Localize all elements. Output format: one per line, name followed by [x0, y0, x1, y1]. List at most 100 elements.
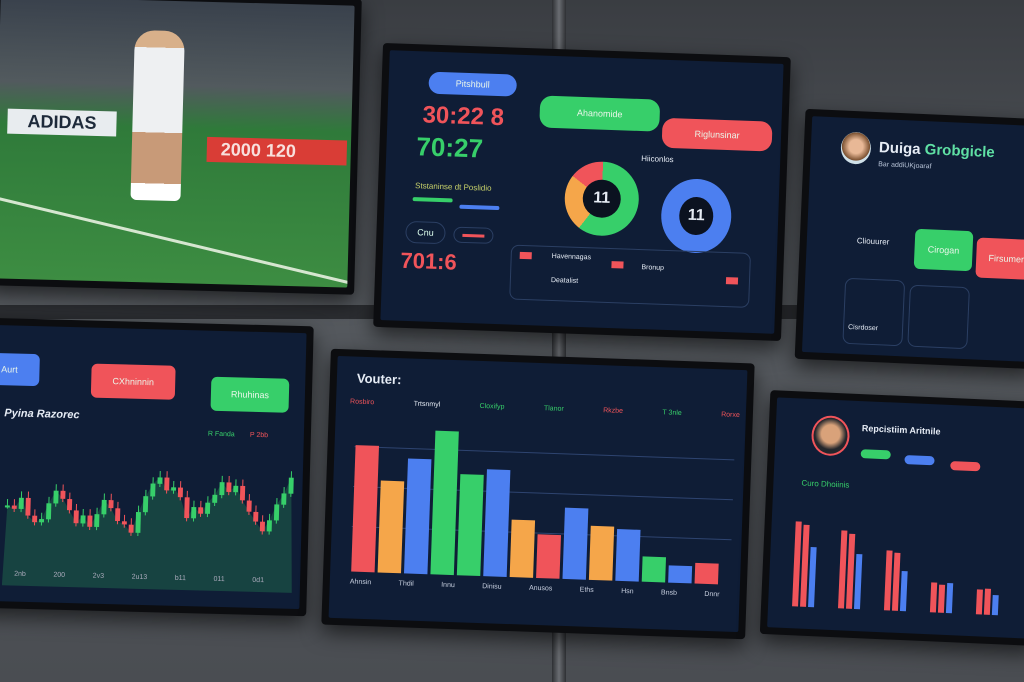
x-tick: 0d1	[252, 576, 265, 585]
legend-red: P 2bb	[249, 431, 269, 440]
label-1: Cliouurer	[856, 236, 890, 247]
candle	[205, 502, 211, 514]
grouped-bar	[853, 554, 863, 610]
bar-chart	[351, 430, 735, 585]
green-card[interactable]: Cirogan	[913, 228, 974, 272]
blue-button[interactable]: Aurt	[0, 352, 40, 387]
donut-right-value: 11	[678, 196, 714, 236]
legend-item: Cloxifyp	[479, 402, 505, 411]
profile-name: Duiga Grobgicle	[879, 139, 995, 161]
table-row: Havennagas	[551, 252, 592, 262]
candlestick-chart	[1, 470, 294, 593]
avatar	[840, 131, 872, 165]
candle	[273, 504, 280, 521]
legend-item: Tlanor	[543, 405, 564, 413]
candle	[212, 494, 218, 503]
x-label: Dnnr	[704, 590, 720, 599]
candle	[281, 493, 287, 505]
time-green: 70:27	[415, 131, 484, 164]
grouped-bar	[945, 583, 954, 614]
grouped-bar	[883, 550, 893, 611]
x-label: Ahnsin	[349, 578, 372, 587]
grouped-title: Repcistiim Aritnile	[861, 423, 941, 437]
tag-red[interactable]	[950, 461, 981, 472]
red-card[interactable]: Firsumer	[975, 237, 1024, 281]
tag-blue[interactable]	[904, 455, 935, 466]
candle	[135, 511, 141, 533]
info-panel	[842, 277, 906, 347]
candle	[164, 477, 170, 491]
time-red: 30:22 8	[422, 101, 505, 132]
candle	[233, 485, 239, 493]
info-panel	[907, 284, 970, 350]
grouped-bar	[792, 521, 802, 607]
tag-green[interactable]	[860, 449, 891, 460]
candle	[219, 482, 225, 496]
monitor-profile: Duiga Grobgicle Bar addiUKjoaraf Cliouur…	[794, 108, 1024, 370]
grouped-bar-chart	[792, 521, 999, 616]
donut-chart-left: 11	[563, 160, 641, 237]
candle	[60, 490, 66, 499]
candle	[73, 510, 79, 524]
monitor-soccer: ADIDAS 2000 120	[0, 0, 362, 295]
field-line	[0, 196, 355, 288]
stats-table: Havennagas Bronup Deatalist	[509, 244, 751, 308]
grouped-bar	[891, 552, 901, 611]
candle	[53, 490, 59, 504]
legend-item: T 3nle	[662, 409, 682, 417]
candle	[142, 496, 149, 513]
green-button[interactable]: Ahanomide	[539, 95, 661, 132]
candle	[94, 514, 100, 528]
candle	[101, 499, 107, 515]
x-label: Innu	[441, 581, 455, 590]
monitor-candlestick: Aurt CXhninnin Rhuhinas Pyina Razorec R …	[0, 317, 314, 617]
red-button[interactable]: Riglunsinar	[661, 117, 773, 152]
candle	[32, 515, 38, 523]
gridline	[354, 446, 735, 461]
grouped-bar	[983, 588, 991, 615]
bar	[483, 469, 511, 577]
grouped-bar	[991, 595, 999, 616]
bar	[377, 480, 405, 574]
red-toggle[interactable]	[453, 226, 494, 244]
table-row: Deatalist	[550, 276, 579, 285]
bar	[351, 445, 380, 573]
candle	[191, 507, 197, 519]
x-label: Dinisu	[482, 583, 502, 591]
bar	[509, 519, 536, 578]
donut-chart-right: 11	[659, 177, 733, 255]
score-red: 701:6	[400, 247, 458, 275]
candle	[25, 497, 31, 516]
x-label: Bnsb	[660, 589, 678, 597]
candle	[46, 503, 52, 520]
grouped-bar	[845, 533, 856, 609]
small-button[interactable]: Cnu	[405, 220, 446, 245]
candle	[4, 505, 10, 508]
monitor-grouped-bars: Repcistiim Aritnile Curo Dhoiinis	[759, 390, 1024, 646]
red-button[interactable]: CXhninnin	[90, 363, 176, 400]
bar-chart-title: Vouter:	[356, 370, 402, 388]
table-row: Bronup	[641, 264, 665, 272]
bar	[588, 525, 615, 581]
candle	[259, 521, 265, 532]
candle	[87, 515, 93, 527]
bar	[641, 556, 667, 583]
progress-bar-green	[412, 197, 453, 203]
chart-title: Pyina Razorec	[4, 407, 80, 422]
x-tick: 2nb	[14, 570, 26, 578]
green-button[interactable]: Rhuhinas	[210, 376, 290, 413]
grouped-subtitle: Curo Dhoiinis	[801, 478, 850, 490]
grouped-bar	[937, 584, 946, 613]
bar	[430, 430, 459, 576]
x-tick: 200	[53, 571, 66, 579]
candle-area	[1, 477, 292, 593]
candle	[239, 485, 246, 501]
candle	[39, 519, 45, 523]
candle	[253, 511, 259, 522]
top-left-pill[interactable]: Pitshbull	[428, 71, 518, 97]
x-tick: 2u13	[131, 573, 148, 582]
candle	[108, 500, 114, 509]
candle	[177, 487, 183, 498]
candle	[184, 497, 190, 519]
bar	[456, 474, 484, 577]
